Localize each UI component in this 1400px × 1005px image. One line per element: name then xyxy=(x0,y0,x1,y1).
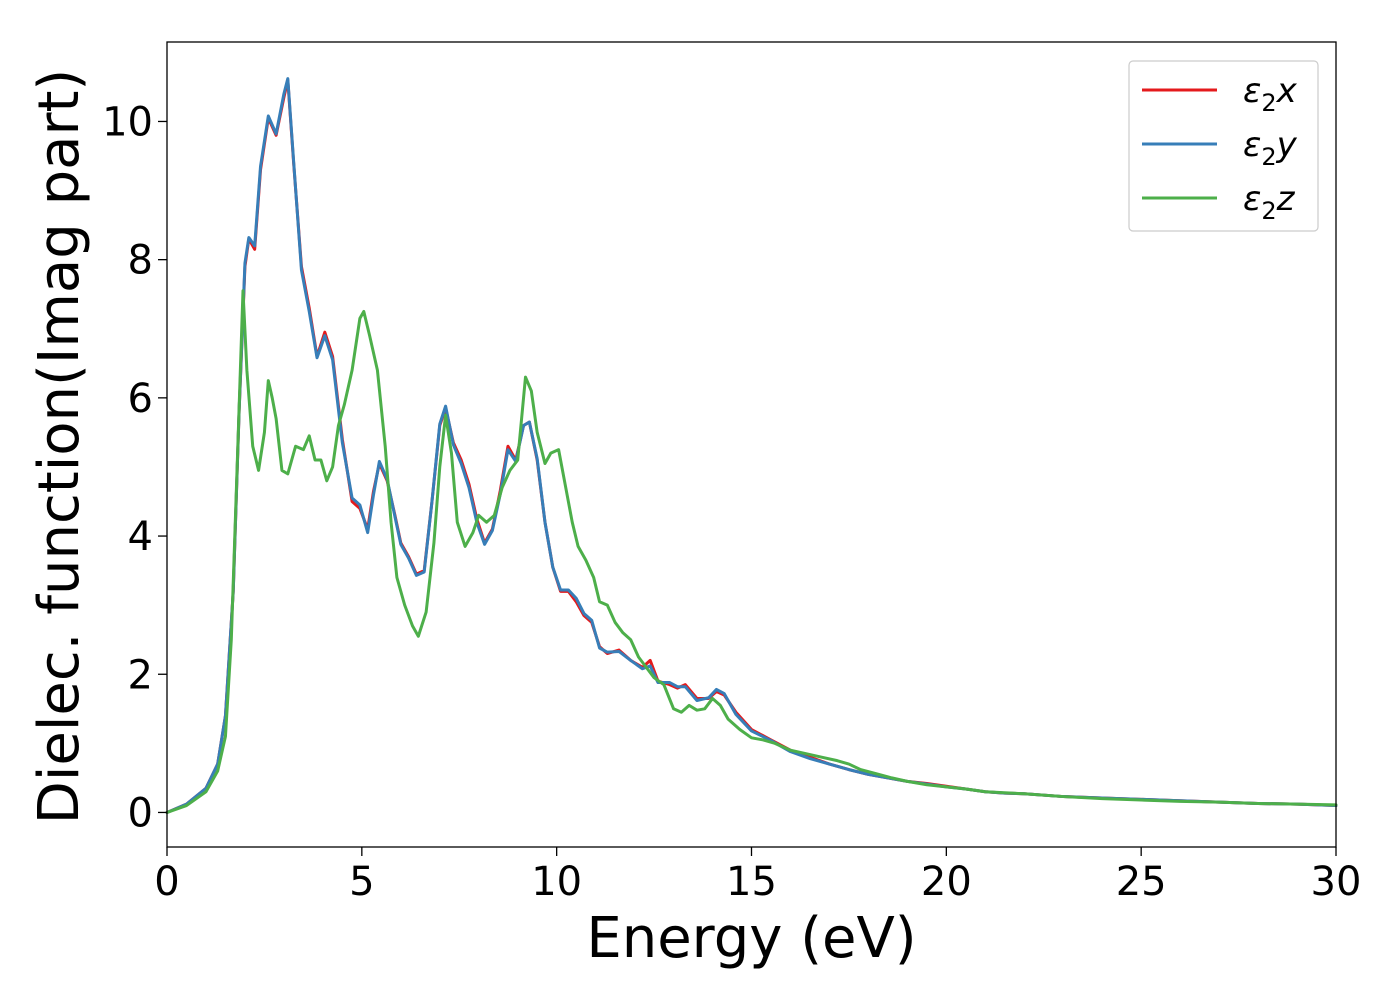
legend-variable: y xyxy=(1276,125,1298,165)
y-tick-label: 6 xyxy=(128,376,153,422)
legend-subscript: 2 xyxy=(1261,197,1276,225)
legend-label: ε2y xyxy=(1243,125,1298,171)
legend-variable: x xyxy=(1276,71,1298,111)
y-tick-label: 10 xyxy=(102,99,153,145)
legend-subscript: 2 xyxy=(1261,89,1276,117)
series-layer xyxy=(165,77,1338,814)
x-tick-label: 0 xyxy=(154,859,179,905)
y-axis-label: Dielec. function(Imag part) xyxy=(27,69,92,825)
series-line-z xyxy=(165,289,1338,814)
y-axis-ticks: 0 2 4 6 8 10 xyxy=(102,99,167,836)
legend-symbol: ε xyxy=(1243,179,1261,219)
legend-symbol: ε xyxy=(1243,125,1261,165)
legend-item-x: ε2x xyxy=(1142,71,1298,117)
y-tick-label: 4 xyxy=(128,514,153,560)
x-tick-label: 25 xyxy=(1116,859,1167,905)
legend-label: ε2x xyxy=(1243,71,1298,117)
legend-item-z: ε2z xyxy=(1142,179,1296,225)
legend-label: ε2z xyxy=(1243,179,1296,225)
legend-box xyxy=(1128,60,1319,232)
x-tick-label: 15 xyxy=(726,859,777,905)
x-axis-ticks: 0 5 10 15 20 25 30 xyxy=(154,847,1361,905)
legend-item-y: ε2y xyxy=(1142,125,1298,171)
x-tick-label: 10 xyxy=(531,859,582,905)
x-axis-label: Energy (eV) xyxy=(586,906,916,971)
legend-variable: z xyxy=(1276,179,1296,219)
y-tick-label: 2 xyxy=(128,652,153,698)
y-tick-label: 0 xyxy=(128,790,153,836)
x-tick-label: 5 xyxy=(349,859,374,905)
legend-symbol: ε xyxy=(1243,71,1261,111)
y-tick-label: 8 xyxy=(128,238,153,284)
series-line-y xyxy=(165,77,1338,814)
x-tick-label: 30 xyxy=(1311,859,1362,905)
legend-subscript: 2 xyxy=(1261,143,1276,171)
x-tick-label: 20 xyxy=(921,859,972,905)
